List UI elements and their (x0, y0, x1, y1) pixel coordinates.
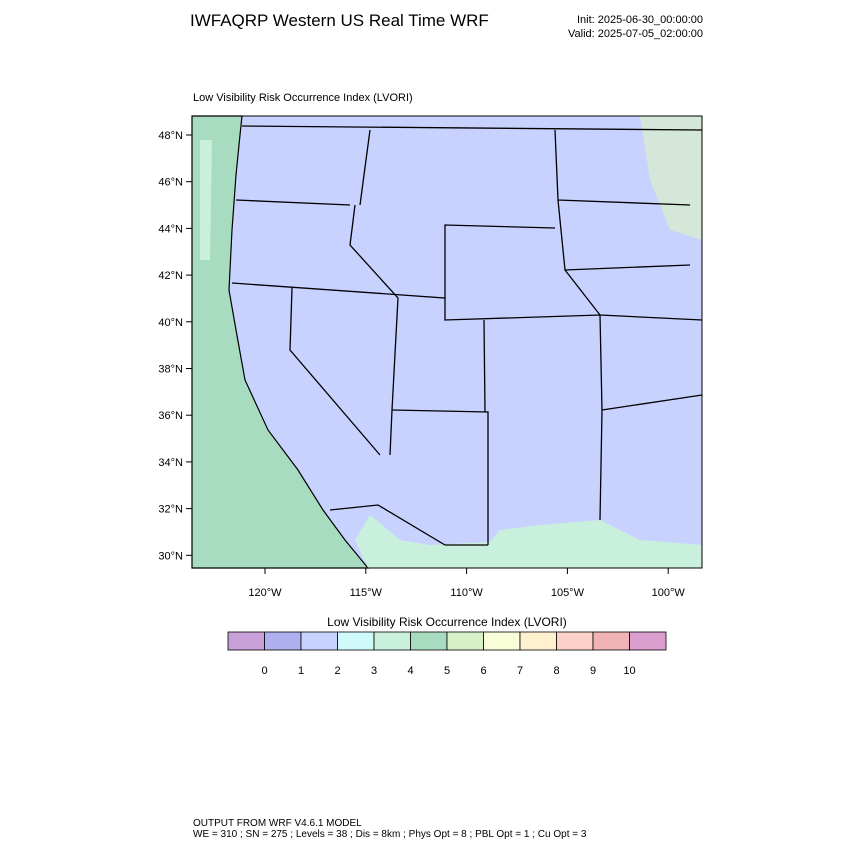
mexico (355, 515, 702, 568)
colorbar-box (264, 631, 302, 651)
lon-label: 100°W (652, 587, 686, 599)
colorbar-label: 3 (371, 665, 377, 677)
lon-label: 120°W (248, 587, 282, 599)
colorbar-box (446, 631, 484, 651)
colorbar-box (373, 631, 411, 651)
footer-line: OUTPUT FROM WRF V4.6.1 MODEL (193, 818, 362, 829)
lat-label: 36°N (158, 410, 183, 422)
lat-label: 34°N (158, 457, 183, 469)
state-borders (231, 125, 703, 546)
lat-label: 30°N (158, 550, 183, 562)
colorbar-label: 6 (480, 665, 486, 677)
valid-time: Valid: 2025-07-05_02:00:00 (568, 28, 703, 40)
lat-label: 32°N (158, 504, 183, 516)
colorbar-box (410, 631, 448, 651)
colorbar-label: 5 (444, 665, 450, 677)
map (191, 115, 703, 569)
colorbar-box (519, 631, 557, 651)
lon-label: 110°W (450, 587, 483, 599)
lat-label: 44°N (158, 223, 183, 235)
colorbar-label: 2 (334, 665, 340, 677)
lat-label: 42°N (158, 270, 183, 282)
init-time: Init: 2025-06-30_00:00:00 (577, 14, 703, 26)
colorbar-label: 9 (590, 665, 596, 677)
colorbar-label: 8 (553, 665, 559, 677)
footer-line: WE = 310 ; SN = 275 ; Levels = 38 ; Dis … (193, 829, 587, 840)
lon-label: 115°W (350, 587, 383, 599)
colorbar-label: 4 (407, 665, 413, 677)
colorbar-box (556, 631, 594, 651)
colorbar-label: 7 (517, 665, 523, 677)
colorbar-box (300, 631, 338, 651)
lon-labels: 120°W 115°W 110°W 105°W 100°W (248, 568, 685, 599)
ocean (191, 115, 370, 569)
lat-labels: 48°N 46°N 44°N 42°N 40°N 38°N 36°N 34°N 32°N 30°N (158, 130, 192, 562)
lat-label: 38°N (158, 364, 183, 376)
colorbar-box (483, 631, 521, 651)
lon-label: 105°W (551, 587, 585, 599)
colorbar-label: 10 (623, 665, 635, 677)
plains-patch (640, 116, 702, 240)
colorbar-title: Low Visibility Risk Occurrence Index (LV… (327, 615, 567, 629)
lat-label: 40°N (158, 317, 183, 329)
colorbar-box (227, 631, 265, 651)
ocean-patch (200, 140, 212, 260)
colorbar-box (629, 631, 667, 651)
lat-label: 46°N (158, 177, 183, 189)
lat-label: 48°N (158, 130, 183, 142)
colorbar-label: 1 (298, 665, 304, 677)
map-title: Low Visibility Risk Occurrence Index (LV… (193, 92, 413, 104)
title: IWFAQRP Western US Real Time WRF (190, 11, 489, 30)
map-frame (191, 115, 703, 569)
colorbar-label: 0 (261, 665, 267, 677)
colorbar-box (592, 631, 630, 651)
colorbar: 0 1 2 3 4 5 6 7 8 9 10 (227, 631, 667, 677)
colorbar-box (337, 631, 375, 651)
